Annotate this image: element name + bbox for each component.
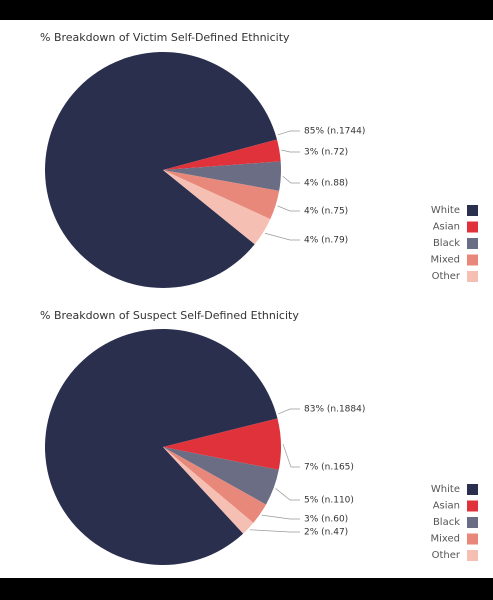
leader-line [249, 529, 300, 533]
pie-slice [44, 51, 277, 288]
leader-line [282, 176, 300, 184]
leader-line [261, 514, 300, 520]
pie-slice [163, 170, 280, 220]
data-label: 2% (n.47) [304, 528, 348, 538]
pie-slice [45, 329, 278, 565]
legend-swatch [467, 500, 478, 512]
legend-swatch [467, 271, 478, 282]
legend-swatch [467, 238, 478, 249]
legend-swatch [467, 550, 478, 561]
chart-title: % Breakdown of Victim Self-Defined Ethni… [40, 31, 290, 44]
pie-slice [163, 139, 281, 170]
leader-line [277, 205, 300, 212]
pie-slice [163, 447, 254, 534]
pie-slice [163, 161, 281, 191]
leader-line [275, 488, 300, 501]
legend-label: Mixed [430, 255, 460, 266]
data-label: 5% (n.110) [304, 496, 354, 506]
data-label: 7% (n.165) [304, 463, 354, 473]
legend-swatch [467, 205, 478, 216]
legend-label: Asian [433, 222, 460, 233]
data-label: 85% (n.1744) [304, 127, 365, 137]
leader-line [282, 443, 300, 468]
data-label: 3% (n.60) [304, 515, 348, 525]
leader-line [281, 149, 300, 153]
data-label: 83% (n.1884) [304, 405, 365, 415]
legend-label: Other [432, 271, 461, 282]
leader-line [277, 130, 300, 136]
pie-slice [163, 418, 281, 470]
legend-label: White [431, 205, 460, 216]
legend-label: White [431, 484, 460, 495]
legend-label: Other [432, 550, 461, 561]
legend-swatch [467, 484, 478, 495]
data-label: 3% (n.72) [304, 148, 348, 158]
leader-line [264, 232, 300, 241]
legend-label: Mixed [430, 534, 460, 545]
legend-swatch [467, 517, 478, 528]
chart-title: % Breakdown of Suspect Self-Defined Ethn… [40, 309, 299, 322]
data-label: 4% (n.75) [304, 207, 348, 217]
pie-slice [163, 447, 267, 523]
legend-swatch [467, 221, 478, 233]
legend-label: Asian [433, 501, 460, 512]
legend-label: Black [433, 238, 460, 249]
data-label: 4% (n.79) [304, 236, 348, 246]
pie-slice [163, 447, 279, 505]
data-label: 4% (n.88) [304, 179, 348, 189]
pie-slice [163, 170, 271, 245]
legend-label: Black [433, 517, 460, 528]
legend-swatch [467, 533, 478, 545]
leader-line [278, 408, 300, 415]
legend-swatch [467, 254, 478, 266]
